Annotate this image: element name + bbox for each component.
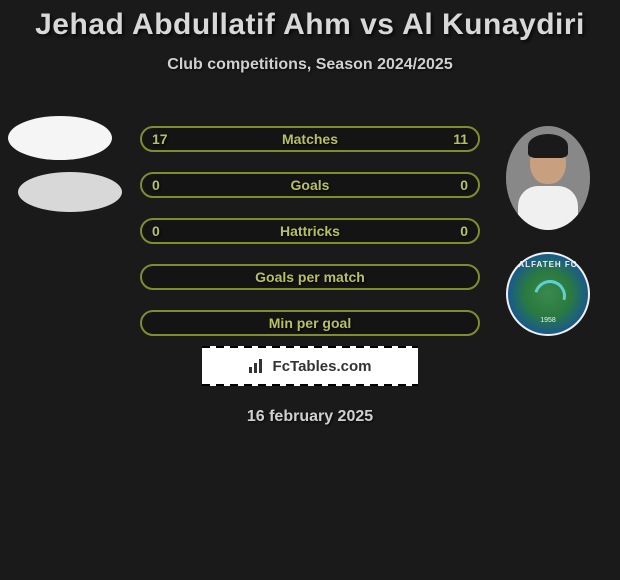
- player-left-avatar-placeholder: [8, 116, 112, 160]
- stat-label: Goals: [142, 177, 478, 193]
- comparison-date: 16 february 2025: [0, 408, 620, 426]
- player-left-club-placeholder: [18, 172, 122, 212]
- stat-left-value: 0: [152, 177, 160, 193]
- stat-row-goals: 0 Goals 0: [140, 172, 480, 198]
- stat-left-value: 17: [152, 131, 168, 147]
- watermark: FcTables.com: [202, 346, 418, 386]
- stat-label: Min per goal: [142, 315, 478, 331]
- stat-row-min-per-goal: Min per goal: [140, 310, 480, 336]
- club-badge-name: ALFATEH FC: [508, 260, 588, 269]
- stat-left-value: 0: [152, 223, 160, 239]
- comparison-subtitle: Club competitions, Season 2024/2025: [0, 56, 620, 74]
- stat-right-value: 0: [460, 177, 468, 193]
- player-right-club-badge: ALFATEH FC 1958: [506, 252, 590, 336]
- stat-row-hattricks: 0 Hattricks 0: [140, 218, 480, 244]
- stat-label: Hattricks: [142, 223, 478, 239]
- watermark-text: FcTables.com: [273, 358, 372, 375]
- stat-row-matches: 17 Matches 11: [140, 126, 480, 152]
- club-badge-icon: [528, 274, 572, 318]
- stat-right-value: 11: [453, 131, 468, 147]
- header: Jehad Abdullatif Ahm vs Al Kunaydiri Clu…: [0, 0, 620, 74]
- stat-right-value: 0: [460, 223, 468, 239]
- stat-label: Goals per match: [142, 269, 478, 285]
- stat-rows: 17 Matches 11 0 Goals 0 0 Hattricks 0 Go…: [140, 126, 480, 356]
- player-right-avatar: [506, 126, 590, 230]
- stats-area: ALFATEH FC 1958 17 Matches 11 0 Goals 0 …: [0, 102, 620, 332]
- club-badge-year: 1958: [508, 317, 588, 324]
- stat-label: Matches: [142, 131, 478, 147]
- comparison-title: Jehad Abdullatif Ahm vs Al Kunaydiri: [0, 8, 620, 42]
- chart-icon: [249, 359, 267, 373]
- player-photo: [506, 126, 590, 230]
- stat-row-goals-per-match: Goals per match: [140, 264, 480, 290]
